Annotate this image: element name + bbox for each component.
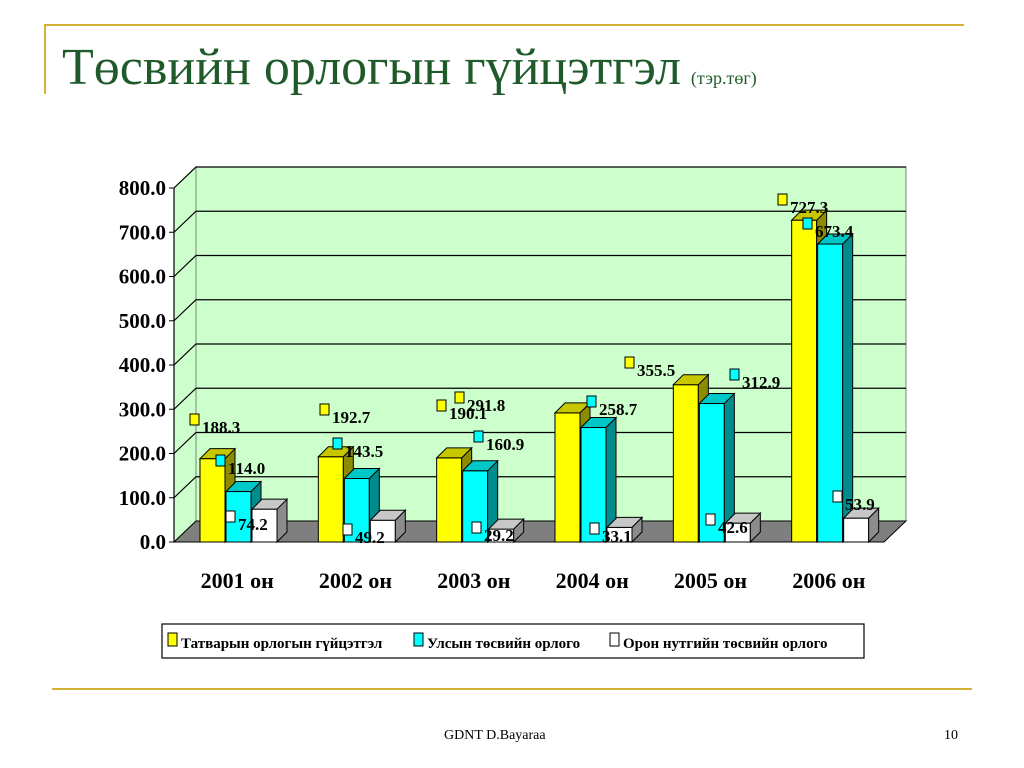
data-label: 49.2 <box>355 528 385 547</box>
data-label-key <box>473 430 484 443</box>
bar-top <box>224 481 263 493</box>
y-tick-label: 500.0 <box>119 309 166 333</box>
bar-front <box>251 508 278 543</box>
gridline <box>173 299 906 322</box>
data-label: 727.3 <box>790 198 828 217</box>
y-tick-label: 700.0 <box>119 220 166 244</box>
data-label-key <box>436 399 447 412</box>
data-label: 74.2 <box>238 515 268 534</box>
data-label: 355.5 <box>637 361 675 380</box>
y-tick-label: 400.0 <box>119 353 166 377</box>
data-label-key <box>586 395 597 408</box>
data-label: 673.4 <box>815 222 854 241</box>
data-label-key <box>332 437 343 450</box>
y-tick-label: 300.0 <box>119 397 166 421</box>
legend-entry: Орон нутгийн төсвийн орлого <box>623 636 828 652</box>
data-label-key <box>454 391 465 404</box>
data-label: 190.1 <box>449 404 487 423</box>
bar-top <box>579 417 618 429</box>
data-label-key <box>471 521 482 534</box>
data-label: 192.7 <box>332 408 371 427</box>
gridline <box>173 476 906 499</box>
data-label-key <box>832 490 843 503</box>
bar-top <box>317 446 355 458</box>
bar-top <box>461 460 499 472</box>
gridline <box>173 431 906 454</box>
bar-front <box>199 458 226 543</box>
y-tick-label: 0.0 <box>140 530 166 554</box>
bar-top <box>672 374 710 386</box>
x-tick-label: 2006 он <box>792 568 866 593</box>
data-label-key <box>589 522 600 535</box>
gridline <box>173 210 906 233</box>
y-tick-label: 100.0 <box>119 486 166 510</box>
footer-line <box>52 688 972 690</box>
bar-front <box>672 384 699 543</box>
bar-front <box>554 412 581 543</box>
gridline <box>173 343 906 366</box>
data-label-key <box>189 413 200 426</box>
legend-entry: Улсын төсвийн орлого <box>427 636 580 652</box>
bar-front <box>791 219 818 543</box>
legend-swatch <box>167 632 178 647</box>
data-label: 312.9 <box>742 373 780 392</box>
gridline <box>173 166 906 189</box>
legend-swatch <box>609 632 620 647</box>
legend-box <box>161 623 865 659</box>
data-label-key <box>802 217 813 230</box>
data-label-key <box>225 510 236 523</box>
bar-top <box>605 516 644 528</box>
slide-title-text: Төсвийн орлогын гүйцэтгэл <box>62 39 681 96</box>
y-tick-label: 600.0 <box>119 265 166 289</box>
bar-front <box>317 456 344 543</box>
data-label: 29.2 <box>484 526 514 545</box>
gridline <box>173 254 906 277</box>
data-label-key <box>319 403 330 416</box>
data-label-key <box>342 523 353 536</box>
bar-top <box>724 512 762 524</box>
y-tick-label: 200.0 <box>119 442 166 466</box>
data-label-key <box>705 513 716 526</box>
bar-top <box>487 518 525 530</box>
data-label: 188.3 <box>202 418 240 437</box>
left-accent-line <box>44 24 46 94</box>
x-tick-label: 2001 он <box>201 568 275 593</box>
footer-author: GDNT D.Bayaraa <box>444 728 546 743</box>
data-label: 33.1 <box>602 527 632 546</box>
x-tick-label: 2004 он <box>556 568 630 593</box>
bar-top <box>816 233 854 245</box>
bar-front <box>843 517 870 543</box>
data-label-key <box>777 193 788 206</box>
data-label-key <box>624 356 635 369</box>
y-tick-label: 800.0 <box>119 176 166 200</box>
bar-top <box>435 447 473 459</box>
bar-top <box>250 498 289 510</box>
page-number: 10 <box>944 728 958 743</box>
slide-title-unit: (тэр.төг) <box>690 68 757 88</box>
x-tick-label: 2002 он <box>319 568 393 593</box>
bar-top <box>698 393 736 405</box>
data-label: 160.9 <box>486 435 524 454</box>
data-label: 42.6 <box>718 518 748 537</box>
x-tick-label: 2003 он <box>437 568 511 593</box>
data-label-key <box>729 368 740 381</box>
top-accent-line <box>44 24 964 26</box>
bar-top <box>369 509 407 521</box>
data-label: 114.0 <box>228 459 265 478</box>
bar-front <box>436 457 463 543</box>
bar-top <box>343 468 381 480</box>
data-label-key <box>215 454 226 467</box>
slide-title: Төсвийн орлогын гүйцэтгэл (тэр.төг) <box>62 38 757 97</box>
data-label: 258.7 <box>599 400 638 419</box>
data-label: 143.5 <box>345 442 383 461</box>
legend-entry: Татварын орлогын гүйцэтгэл <box>181 636 383 652</box>
legend-swatch <box>413 632 424 647</box>
x-tick-label: 2005 он <box>674 568 748 593</box>
data-label: 291.8 <box>467 396 505 415</box>
gridline <box>173 387 906 410</box>
bar-top <box>842 507 880 519</box>
data-label: 53.9 <box>845 495 875 514</box>
